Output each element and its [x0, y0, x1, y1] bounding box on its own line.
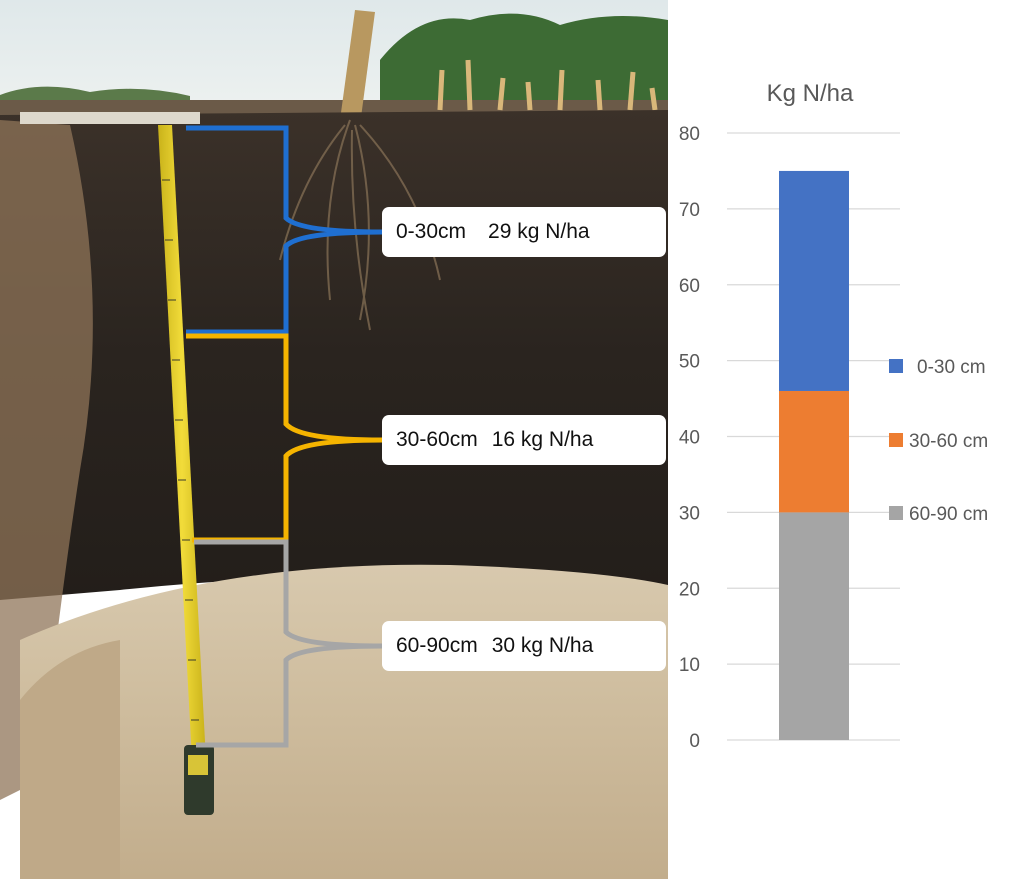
bar-segment-60-90-cm	[779, 512, 849, 740]
callout-depth: 30-60cm	[396, 428, 478, 451]
y-tick-label: 60	[679, 276, 700, 297]
callout-depth: 60-90cm	[396, 634, 478, 657]
y-tick-label: 80	[679, 124, 700, 145]
chart-title: Kg N/ha	[767, 80, 854, 107]
callout-0-30: 0-30cm 29 kg N/ha	[382, 207, 666, 257]
nitrogen-stacked-bar-chart: Kg N/ha 0 10 20 30 40 50 60 70 80 0-30 cm 30-60 c…	[679, 80, 988, 752]
legend-swatch	[889, 433, 903, 447]
y-tick-label: 50	[679, 352, 700, 373]
callout-amount: 16 kg N/ha	[491, 428, 594, 451]
y-tick-label: 10	[679, 655, 700, 676]
legend-swatch	[889, 506, 903, 520]
y-tick-label: 40	[679, 428, 700, 449]
bar-segment-30-60-cm	[779, 390, 849, 513]
legend-label: 30-60 cm	[909, 431, 988, 452]
y-tick-label: 20	[679, 579, 700, 600]
legend-swatch	[889, 359, 903, 373]
callout-depth: 0-30cm	[396, 220, 467, 243]
callout-amount: 29 kg N/ha	[488, 220, 590, 243]
y-tick-label: 30	[679, 503, 700, 524]
y-tick-label: 70	[679, 200, 700, 221]
bar-segment-0-30-cm	[779, 170, 849, 391]
legend-label: 60-90 cm	[909, 504, 988, 525]
legend-label: 0-30 cm	[917, 357, 986, 378]
callout-30-60: 30-60cm 16 kg N/ha	[382, 415, 666, 465]
callout-60-90: 60-90cm 30 kg N/ha	[382, 621, 666, 671]
callout-amount: 30 kg N/ha	[491, 634, 594, 657]
y-tick-label: 0	[689, 731, 700, 752]
